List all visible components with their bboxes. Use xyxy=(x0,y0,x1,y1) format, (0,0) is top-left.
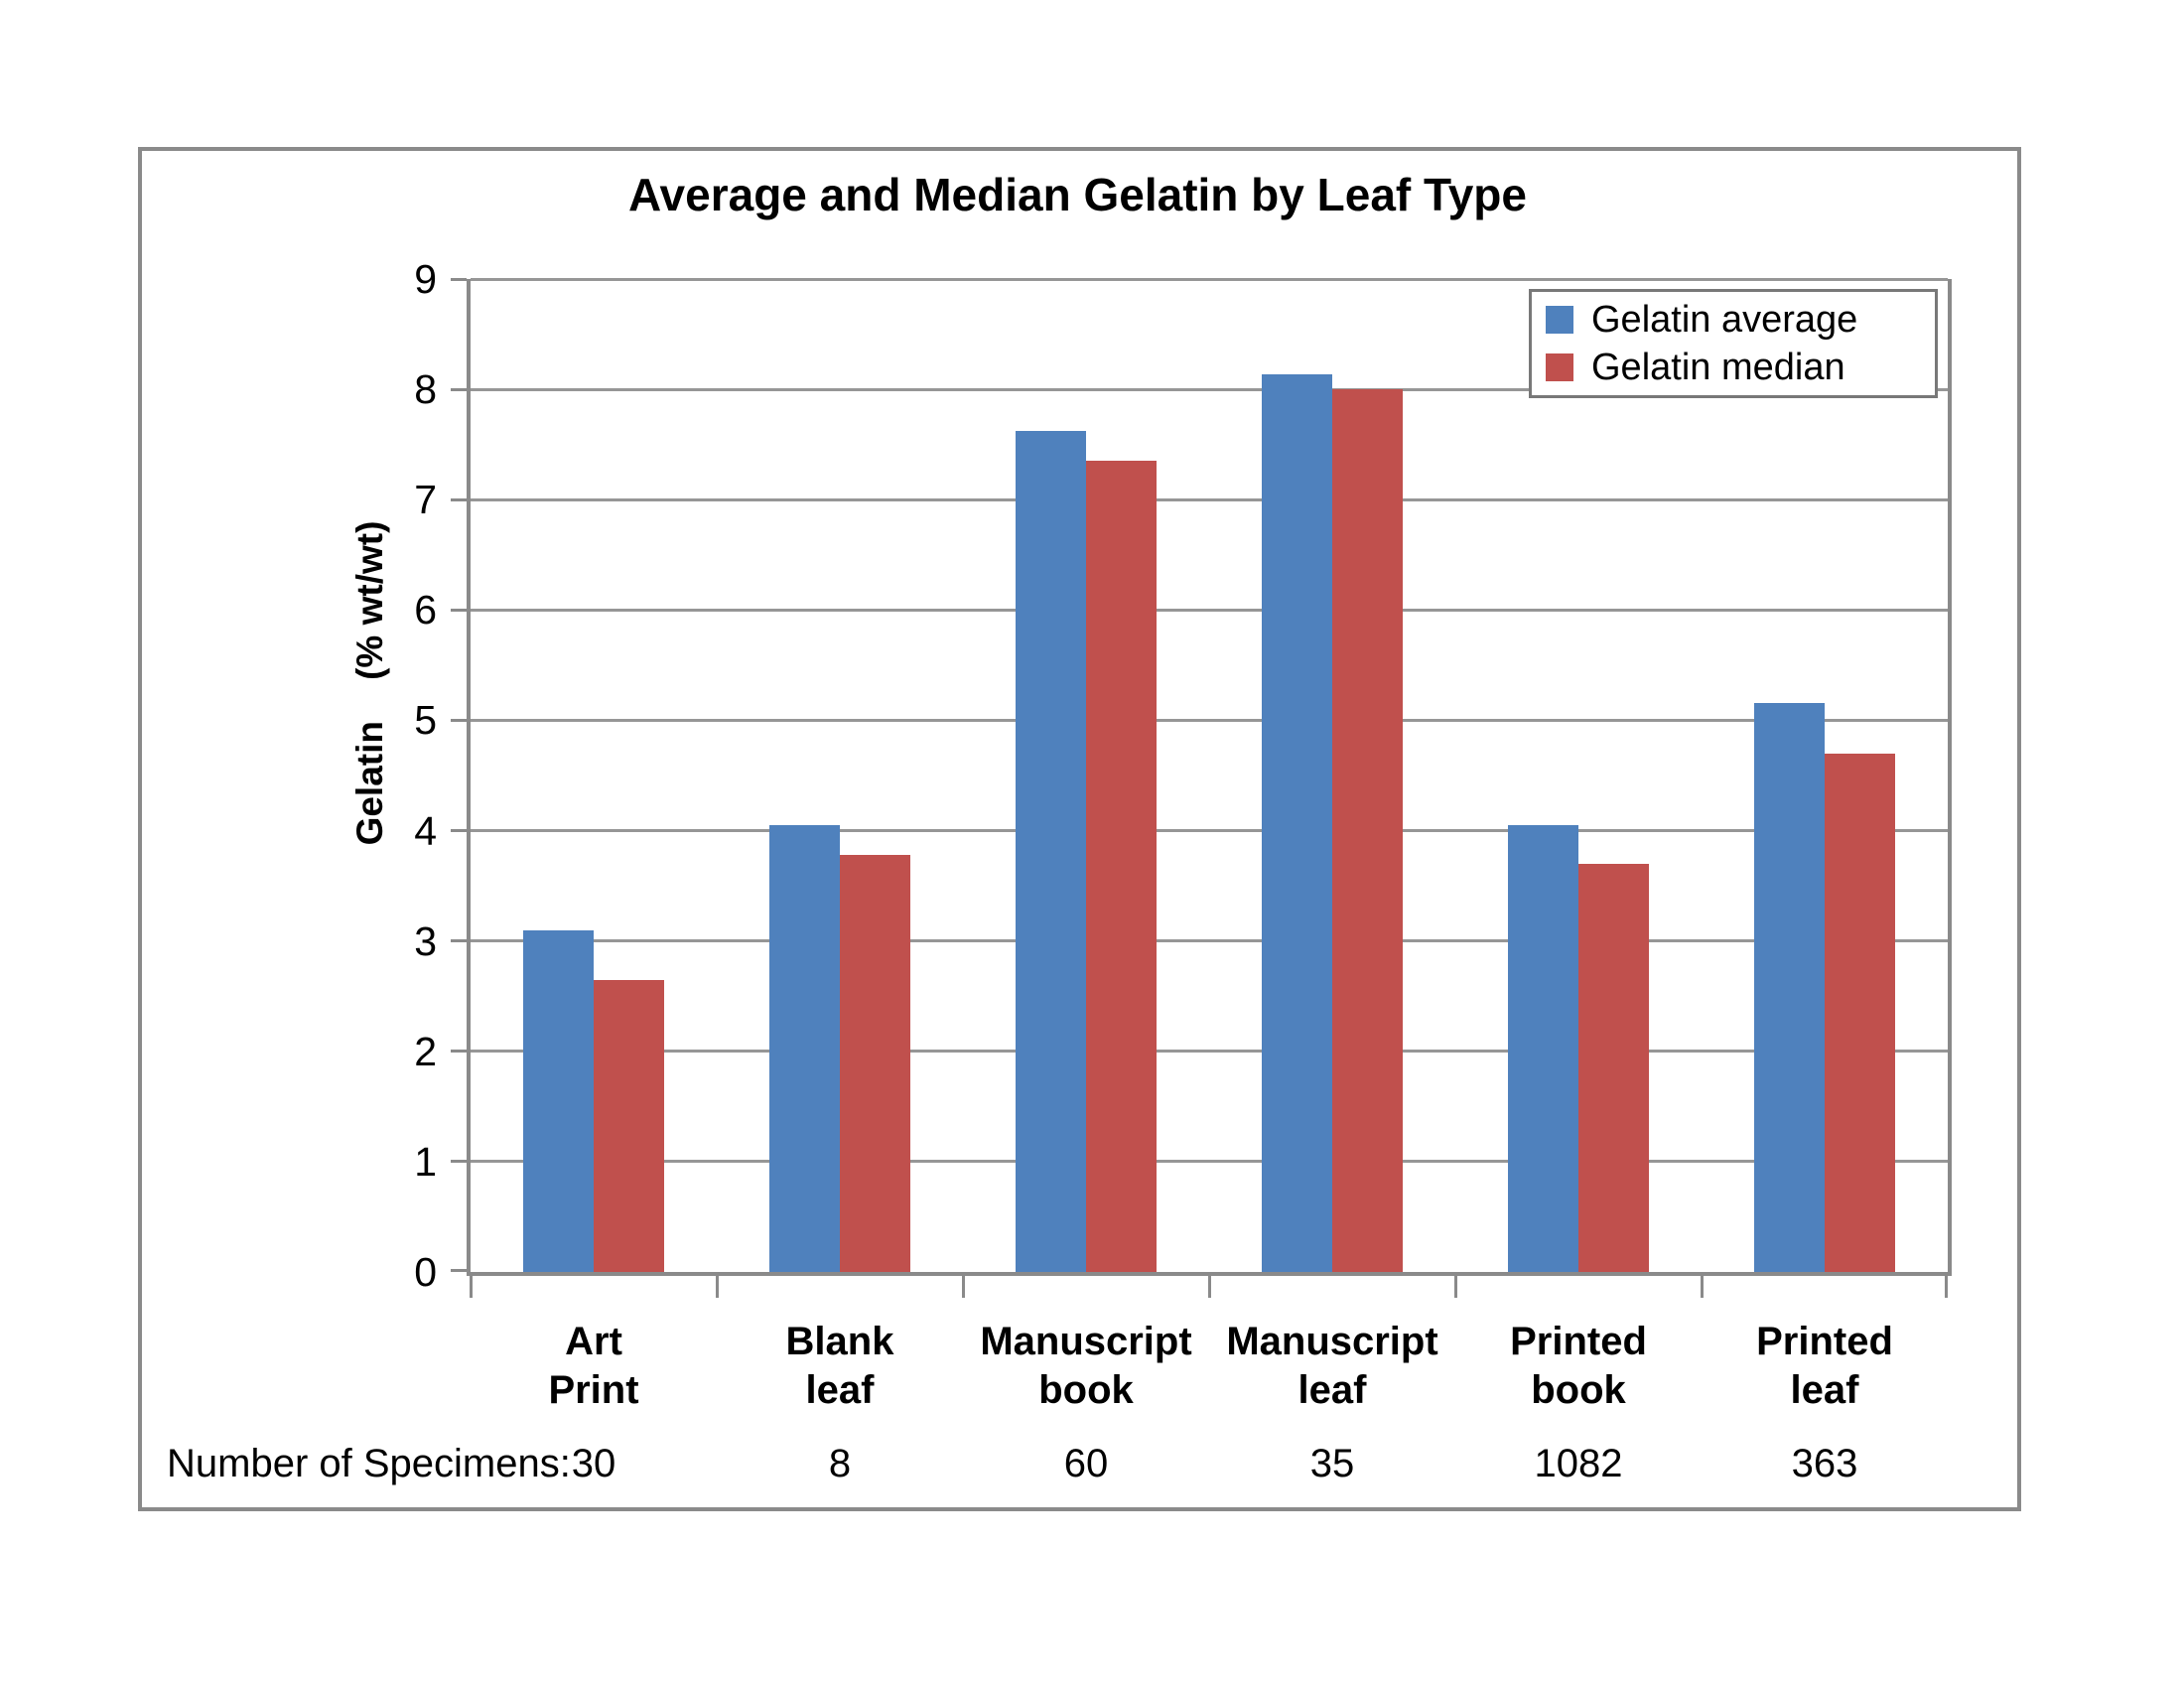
bar-gelatin-median-blank-leaf xyxy=(840,855,910,1272)
gridline-7 xyxy=(471,497,1948,501)
y-axis-tick-9 xyxy=(451,277,467,281)
specimen-count-printed-leaf: 363 xyxy=(1791,1442,1858,1485)
gridline-2 xyxy=(471,1050,1948,1054)
legend-label-gelatin-median: Gelatin median xyxy=(1591,347,1845,388)
bar-gelatin-median-printed-leaf xyxy=(1825,753,1895,1272)
category-label-line-2: book xyxy=(1038,1368,1134,1412)
bar-gelatin-average-printed-leaf xyxy=(1754,702,1825,1272)
x-axis-tick-6 xyxy=(1945,1276,1948,1298)
y-axis-tick-0 xyxy=(451,1269,467,1272)
category-label-printed-leaf: Printed leaf xyxy=(1702,1318,1948,1415)
bar-gelatin-average-art-print xyxy=(523,929,594,1272)
y-axis-tick-3 xyxy=(451,939,467,943)
category-label-line-1: Manuscript xyxy=(980,1320,1192,1363)
category-label-blank-leaf: Blank leaf xyxy=(717,1318,963,1415)
bar-gelatin-average-printed-book xyxy=(1508,825,1578,1272)
gridline-1 xyxy=(471,1160,1948,1164)
x-axis-tick-0 xyxy=(469,1276,473,1298)
legend-swatch-gelatin-average xyxy=(1546,306,1573,334)
bar-gelatin-median-manuscript-leaf xyxy=(1332,389,1403,1272)
specimen-count-blank-leaf: 8 xyxy=(828,1442,852,1485)
y-tick-label-0: 0 xyxy=(414,1249,437,1295)
bar-gelatin-median-printed-book xyxy=(1578,863,1649,1272)
y-tick-label-4: 4 xyxy=(414,807,437,854)
gridline-6 xyxy=(471,608,1948,612)
specimen-count-manuscript-leaf: 35 xyxy=(1309,1442,1355,1485)
category-label-manuscript-book: Manuscript book xyxy=(963,1318,1209,1415)
bar-gelatin-median-manuscript-book xyxy=(1086,461,1157,1272)
bar-gelatin-average-blank-leaf xyxy=(769,825,840,1272)
y-axis-tick-1 xyxy=(451,1160,467,1164)
x-axis-tick-1 xyxy=(715,1276,719,1298)
gridline-9 xyxy=(471,277,1948,281)
x-axis-tick-5 xyxy=(1700,1276,1704,1298)
y-tick-label-2: 2 xyxy=(414,1028,437,1074)
y-axis-title-text: Gelatin (% wt/wt) xyxy=(349,520,390,846)
y-tick-label-9: 9 xyxy=(414,256,437,302)
category-label-manuscript-leaf: Manuscript leaf xyxy=(1209,1318,1455,1415)
legend-label-gelatin-average: Gelatin average xyxy=(1591,299,1858,341)
legend: Gelatin average Gelatin median xyxy=(1529,289,1938,398)
category-label-line-1: Blank xyxy=(785,1320,894,1363)
gridline-5 xyxy=(471,718,1948,722)
category-label-line-2: leaf xyxy=(805,1368,875,1412)
y-axis-tick-7 xyxy=(451,497,467,501)
specimens-label: Number of Specimens: xyxy=(167,1442,571,1485)
gridline-8 xyxy=(471,387,1948,391)
category-label-art-print: Art Print xyxy=(471,1318,717,1415)
plot-area xyxy=(451,277,1952,1298)
legend-swatch-gelatin-median xyxy=(1546,353,1573,381)
y-tick-label-3: 3 xyxy=(414,917,437,964)
x-axis-tick-4 xyxy=(1453,1276,1457,1298)
y-axis-tick-5 xyxy=(451,718,467,722)
y-tick-label-8: 8 xyxy=(414,366,437,413)
legend-row-gelatin-average: Gelatin average xyxy=(1546,300,1935,340)
y-tick-label-1: 1 xyxy=(414,1138,437,1185)
y-axis-tick-2 xyxy=(451,1050,467,1054)
y-axis-tick-8 xyxy=(451,387,467,391)
gridline-4 xyxy=(471,829,1948,833)
category-label-line-1: Art xyxy=(565,1320,622,1363)
y-tick-label-6: 6 xyxy=(414,587,437,633)
x-axis-tick-2 xyxy=(961,1276,965,1298)
category-label-line-1: Printed xyxy=(1510,1320,1647,1363)
category-label-line-2: leaf xyxy=(1297,1368,1367,1412)
y-axis-tick-6 xyxy=(451,608,467,612)
chart-title: Average and Median Gelatin by Leaf Type xyxy=(628,169,1527,220)
bar-gelatin-average-manuscript-leaf xyxy=(1262,373,1332,1272)
x-axis-tick-3 xyxy=(1207,1276,1211,1298)
y-tick-label-5: 5 xyxy=(414,697,437,744)
specimen-count-printed-book: 1082 xyxy=(1534,1442,1623,1485)
category-label-line-2: book xyxy=(1531,1368,1626,1412)
category-label-line-2: Print xyxy=(548,1368,639,1412)
category-label-printed-book: Printed book xyxy=(1455,1318,1702,1415)
bar-gelatin-average-manuscript-book xyxy=(1016,431,1086,1272)
specimen-count-manuscript-book: 60 xyxy=(1063,1442,1109,1485)
category-label-line-2: leaf xyxy=(1790,1368,1859,1412)
y-axis-tick-4 xyxy=(451,829,467,833)
category-label-line-1: Manuscript xyxy=(1226,1320,1438,1363)
category-label-line-1: Printed xyxy=(1756,1320,1893,1363)
gridline-3 xyxy=(471,939,1948,943)
y-tick-label-7: 7 xyxy=(414,477,437,523)
bar-gelatin-median-art-print xyxy=(594,979,664,1272)
specimen-count-art-print: 30 xyxy=(571,1442,616,1485)
legend-row-gelatin-median: Gelatin median xyxy=(1546,348,1935,387)
